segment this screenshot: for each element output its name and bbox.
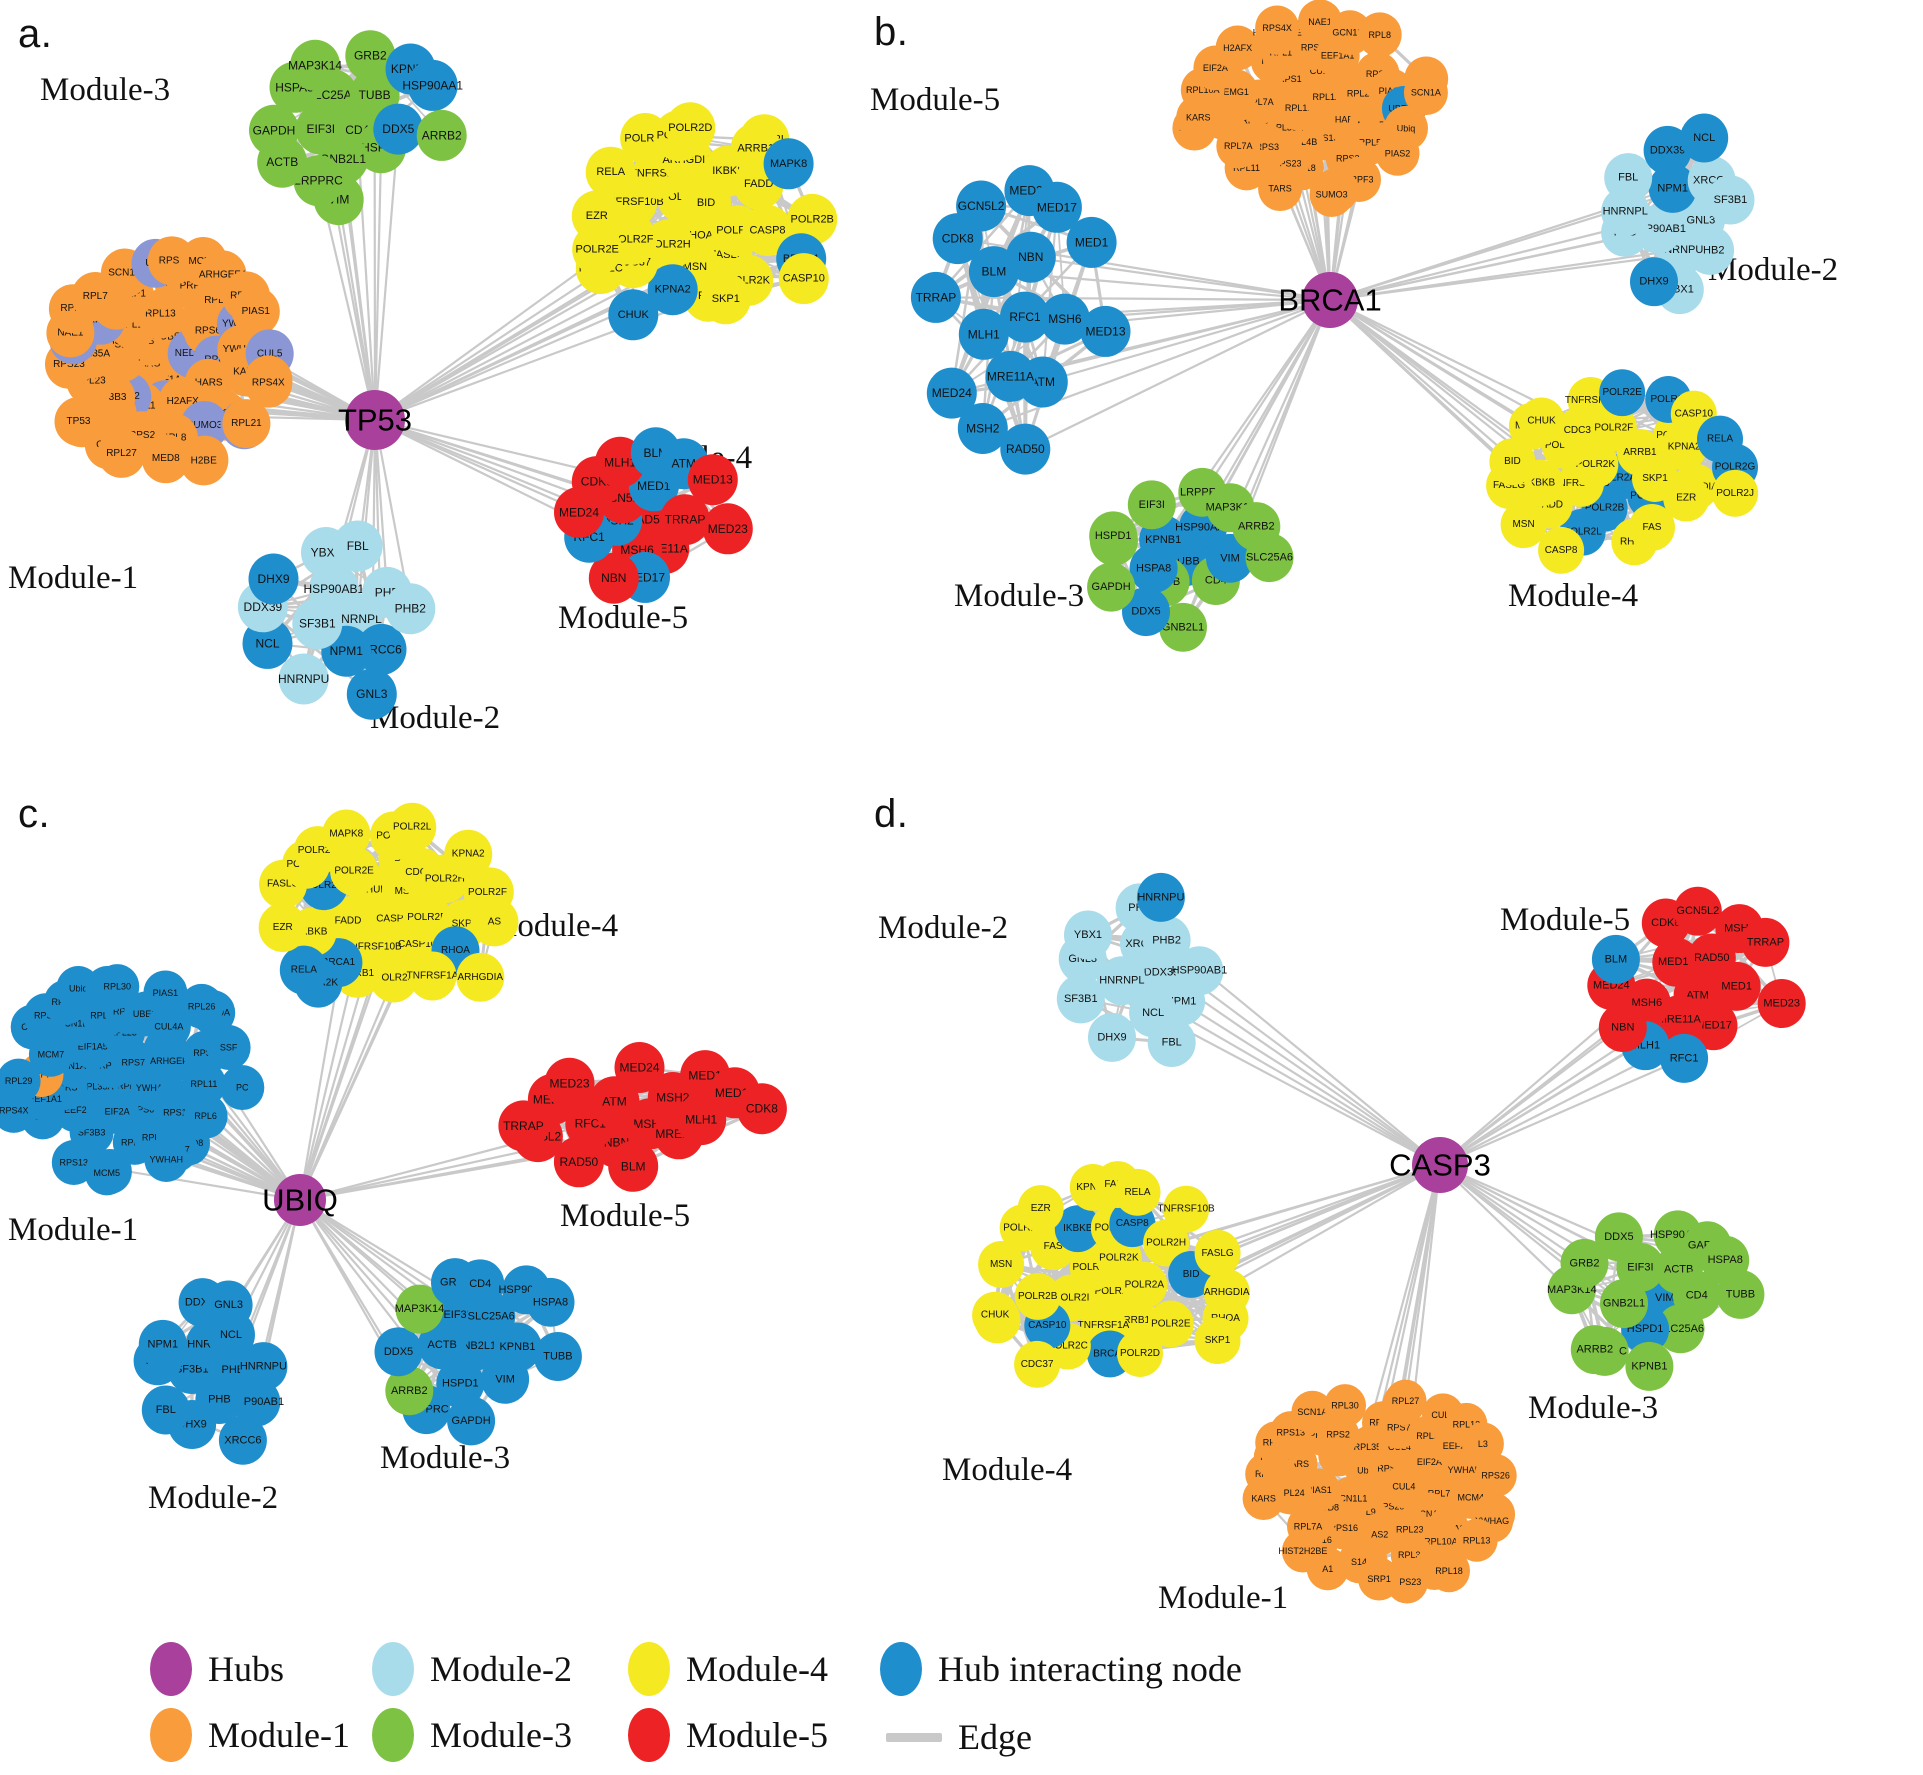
legend-item-hubs: Hubs xyxy=(150,1642,284,1696)
legend-swatch-module-1 xyxy=(150,1708,192,1762)
svg-text:CASP3: CASP3 xyxy=(1389,1148,1491,1183)
legend-label-module-1: Module-1 xyxy=(208,1715,350,1755)
panel-a-module-1-label: Module-1 xyxy=(8,560,139,596)
legend-swatch-hub-interacting-node xyxy=(880,1642,922,1696)
panel-a-label: a. xyxy=(18,12,53,56)
panel-c: c. Module-4 Module-1 Module-5 Module-2 M… xyxy=(0,790,960,1640)
panel-b-module-3-label: Module-3 xyxy=(954,578,1085,614)
svg-text:BRCA1: BRCA1 xyxy=(1278,283,1381,318)
panel-d-network: DDX39NPM1NCLHNRNPLXRCC6PHB2HSP90AB1FBLDH… xyxy=(860,790,1923,1640)
legend: Hubs Module-1 Module-2 Module-3 Module-4… xyxy=(150,1638,1470,1768)
panel-c-network: CASP8 CASP10 TNFRSF10B FADD CHUK MSN POLR2D POL… xyxy=(0,790,960,1640)
panel-a: a. Module-3 Module-1 Module-2 Module-4 M… xyxy=(0,0,960,800)
panel-b-label: b. xyxy=(874,10,909,54)
panel-c-label: c. xyxy=(18,792,51,836)
panel-d-module-4-label: Module-4 xyxy=(942,1452,1073,1488)
svg-text:TP53: TP53 xyxy=(338,403,412,438)
panel-a-module-3-label: Module-3 xyxy=(40,72,171,108)
panel-d-module-3-label: Module-3 xyxy=(1528,1390,1659,1426)
legend-swatch-hubs xyxy=(150,1642,192,1696)
legend-label-module-5: Module-5 xyxy=(686,1715,828,1755)
legend-swatch-module-5 xyxy=(628,1708,670,1762)
panel-b-module-5-label: Module-5 xyxy=(870,82,1001,118)
panel-d-label: d. xyxy=(874,792,909,836)
legend-item-edge: Edge xyxy=(886,1716,1032,1758)
panel-b-module-4-label: Module-4 xyxy=(1508,578,1639,614)
panel-a-module-5-label: Module-5 xyxy=(558,600,689,636)
legend-label-hub-interacting-node: Hub interacting node xyxy=(938,1649,1242,1689)
legend-swatch-edge xyxy=(886,1732,942,1742)
panel-b: b. Module-1 Module-5 Module-2 Module-3 M… xyxy=(860,0,1923,800)
panel-b-network: RPL23RPS13CUL4BRPL35ARPL12RPL11HARSRPL18… xyxy=(860,0,1923,800)
panel-d-module-5-label: Module-5 xyxy=(1500,902,1631,938)
legend-swatch-module-4 xyxy=(628,1642,670,1696)
legend-item-module-4: Module-4 xyxy=(628,1642,828,1696)
legend-swatch-module-3 xyxy=(372,1708,414,1762)
panel-d-module-1-label: Module-1 xyxy=(1158,1580,1289,1616)
svg-text:UBIQ: UBIQ xyxy=(262,1183,338,1218)
legend-swatch-module-2 xyxy=(372,1642,414,1696)
legend-item-module-1: Module-1 xyxy=(150,1708,350,1762)
panel-c-module-5-label: Module-5 xyxy=(560,1198,691,1234)
legend-label-module-4: Module-4 xyxy=(686,1649,828,1689)
legend-label-module-3: Module-3 xyxy=(430,1715,572,1755)
legend-label-hubs: Hubs xyxy=(208,1649,285,1689)
panel-a-network: CUL4BRPS13EEF1ATARSRPS20UBE2MNEDD8RPL5RP… xyxy=(0,0,960,800)
panel-c-module-2-label: Module-2 xyxy=(148,1480,279,1516)
legend-item-hub-interacting-node: Hub interacting node xyxy=(880,1642,1242,1696)
panel-c-module-1-label: Module-1 xyxy=(8,1212,139,1248)
legend-item-module-3: Module-3 xyxy=(372,1708,572,1762)
legend-label-edge: Edge xyxy=(958,1717,1032,1757)
legend-label-module-2: Module-2 xyxy=(430,1649,572,1689)
legend-item-module-5: Module-5 xyxy=(628,1708,828,1762)
panel-d: d. Module-2 Module-5 Module-4 Module-3 M… xyxy=(860,790,1923,1640)
panel-d-module-2-label: Module-2 xyxy=(878,910,1009,946)
panel-c-module-3-label: Module-3 xyxy=(380,1440,511,1476)
legend-item-module-2: Module-2 xyxy=(372,1642,572,1696)
